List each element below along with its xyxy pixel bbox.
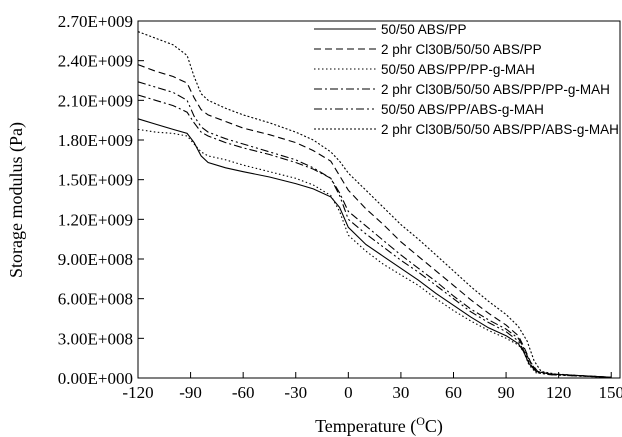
series-line-1 bbox=[137, 118, 612, 378]
y-tick-label: 2.10E+009 bbox=[58, 91, 133, 110]
x-tick-label: 30 bbox=[392, 383, 409, 402]
x-axis-title: Temperature (OC) bbox=[315, 414, 443, 437]
x-axis-title-main: Temperature ( bbox=[315, 416, 416, 437]
y-tick-label: 1.80E+009 bbox=[58, 131, 133, 150]
x-tick-label: 90 bbox=[498, 383, 515, 402]
y-tick-label: 3.00E+008 bbox=[58, 329, 133, 348]
x-axis-title-unit: C) bbox=[425, 416, 443, 437]
y-tick-label: 9.00E+008 bbox=[58, 250, 133, 269]
y-tick-label: 6.00E+008 bbox=[58, 290, 133, 309]
legend-label-5: 50/50 ABS/PP/ABS-g-MAH bbox=[381, 102, 544, 117]
x-axis-title-superscript: O bbox=[416, 414, 425, 428]
plot-frame bbox=[137, 20, 621, 379]
series-line-6 bbox=[137, 31, 612, 378]
x-tick-label: -90 bbox=[179, 383, 202, 402]
legend-label-2: 2 phr Cl30B/50/50 ABS/PP bbox=[381, 42, 542, 57]
x-tick-label: 120 bbox=[546, 383, 572, 402]
legend-label-6: 2 phr Cl30B/50/50 ABS/PP/ABS-g-MAH bbox=[381, 122, 619, 137]
x-tick-label: 60 bbox=[445, 383, 462, 402]
x-tick-label: -60 bbox=[232, 383, 255, 402]
y-tick-label: 2.70E+009 bbox=[58, 12, 133, 31]
y-tick-label: 1.20E+009 bbox=[58, 210, 133, 229]
x-tick-label: 0 bbox=[344, 383, 353, 402]
y-tick-label: 1.50E+009 bbox=[58, 171, 133, 190]
series-line-3 bbox=[137, 128, 612, 378]
y-axis-ticks: 0.00E+000 3.00E+008 6.00E+008 9.00E+008 1.20… bbox=[58, 12, 144, 388]
y-axis-title: Storage modulus (Pa) bbox=[6, 122, 27, 278]
x-tick-label: -120 bbox=[122, 383, 153, 402]
x-tick-label: -30 bbox=[284, 383, 307, 402]
legend-label-3: 50/50 ABS/PP/PP-g-MAH bbox=[381, 62, 535, 77]
y-tick-label: 0.00E+000 bbox=[58, 369, 133, 388]
series-lines bbox=[137, 31, 612, 378]
series-line-5 bbox=[137, 81, 612, 378]
legend: 50/50 ABS/PP 2 phr Cl30B/50/50 ABS/PP 50/5… bbox=[314, 22, 619, 137]
x-tick-label: 150 bbox=[598, 383, 622, 402]
x-axis-ticks: -120 -90 -60 -30 0 30 60 90 120 150 bbox=[122, 372, 622, 402]
legend-label-1: 50/50 ABS/PP bbox=[381, 22, 467, 37]
series-line-2 bbox=[137, 64, 612, 378]
series-line-4 bbox=[137, 94, 612, 378]
legend-label-4: 2 phr Cl30B/50/50 ABS/PP/PP-g-MAH bbox=[381, 82, 610, 97]
y-tick-label: 2.40E+009 bbox=[58, 52, 133, 71]
